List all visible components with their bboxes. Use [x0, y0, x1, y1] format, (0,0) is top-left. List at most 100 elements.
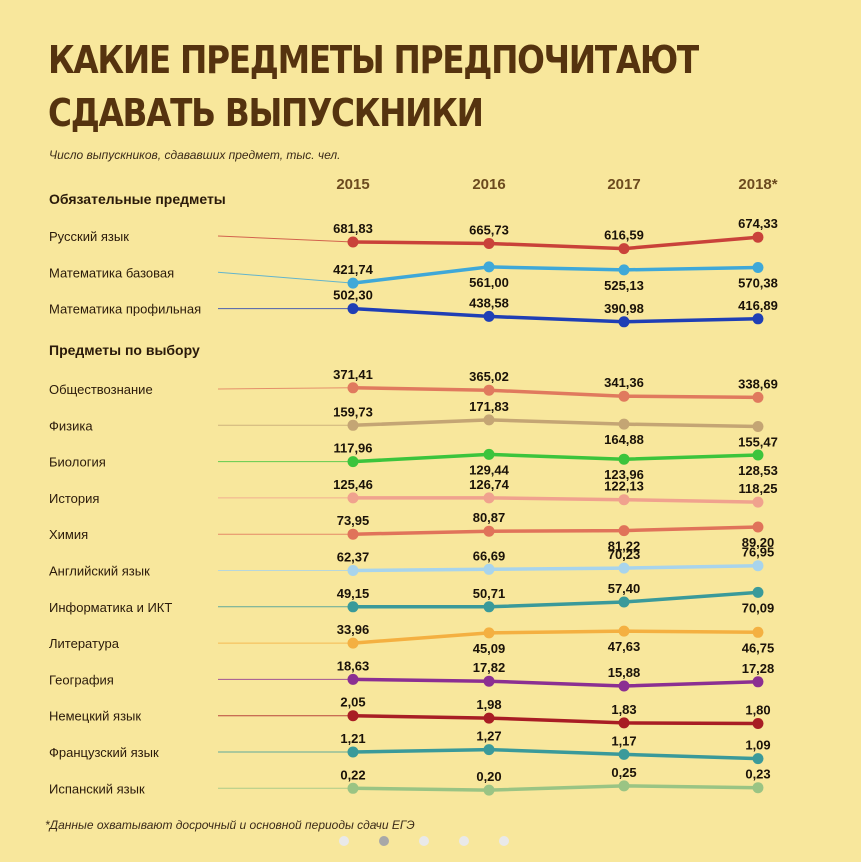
- data-label: 50,71: [473, 586, 506, 601]
- data-label: 122,13: [604, 479, 644, 494]
- data-label: 371,41: [333, 367, 373, 382]
- data-label: 18,63: [337, 658, 370, 673]
- data-label: 0,25: [611, 765, 636, 780]
- data-point: [347, 456, 359, 468]
- series-label: Физика: [49, 418, 93, 433]
- series-label: Математика профильная: [49, 302, 201, 317]
- data-label: 390,98: [604, 301, 644, 316]
- series-line: [351, 235, 760, 251]
- data-point: [347, 382, 359, 394]
- data-label: 129,44: [469, 462, 510, 477]
- data-point: [483, 712, 495, 724]
- data-point: [347, 528, 359, 540]
- data-label: 0,23: [745, 767, 770, 782]
- data-label: 128,53: [738, 463, 778, 478]
- data-label: 159,73: [333, 404, 373, 419]
- series-leader-line: [217, 235, 354, 243]
- data-point: [618, 525, 630, 537]
- data-point: [483, 675, 495, 687]
- series-label: История: [49, 491, 99, 506]
- data-point: [618, 717, 630, 729]
- data-point: [347, 419, 359, 431]
- data-point: [752, 449, 764, 461]
- data-label: 80,87: [473, 510, 506, 525]
- data-point: [483, 448, 495, 460]
- data-label: 1,21: [340, 731, 365, 746]
- data-point: [752, 496, 764, 508]
- data-point: [347, 710, 359, 722]
- data-label: 0,20: [476, 769, 501, 784]
- data-label: 561,00: [469, 275, 509, 290]
- footnote: *Данные охватывают досрочный и основной …: [45, 818, 415, 832]
- chart-title: КАКИЕ ПРЕДМЕТЫ ПРЕДПОЧИТАЮТ СДАВАТЬ ВЫПУ…: [48, 34, 699, 140]
- pager-dot[interactable]: [339, 836, 349, 846]
- data-point: [752, 391, 764, 403]
- data-label: 70,23: [608, 547, 641, 562]
- pager-dot[interactable]: [379, 836, 389, 846]
- data-point: [752, 626, 764, 638]
- x-tick-label: 2017: [607, 176, 640, 193]
- data-point: [752, 586, 764, 598]
- data-point: [483, 261, 495, 273]
- series-line: [351, 386, 760, 400]
- data-label: 118,25: [738, 481, 777, 496]
- data-point: [347, 782, 359, 794]
- data-point: [347, 601, 359, 613]
- series-line: [351, 713, 760, 726]
- data-point: [618, 562, 630, 574]
- data-label: 341,36: [604, 375, 644, 390]
- data-point: [347, 746, 359, 758]
- data-point: [347, 565, 359, 576]
- data-label: 1,27: [476, 729, 501, 744]
- data-point: [347, 236, 359, 248]
- data-label: 421,74: [333, 262, 374, 277]
- data-point: [618, 494, 630, 506]
- data-label: 15,88: [608, 665, 641, 680]
- series-line: [351, 677, 760, 688]
- data-point: [618, 596, 630, 608]
- group-heading: Обязательные предметы: [49, 191, 226, 207]
- data-label: 674,33: [738, 216, 778, 231]
- series-line: [351, 496, 760, 504]
- data-label: 0,22: [340, 767, 365, 782]
- data-label: 76,95: [742, 545, 775, 560]
- series-leader-line: [217, 387, 354, 390]
- data-label: 117,96: [333, 441, 372, 456]
- data-label: 1,09: [745, 738, 770, 753]
- data-label: 570,38: [738, 276, 778, 291]
- pager-dot[interactable]: [419, 836, 429, 846]
- series-leader-line: [217, 271, 354, 284]
- pager-dot[interactable]: [499, 836, 509, 846]
- x-tick-label: 2016: [472, 176, 505, 193]
- series-label: Биология: [49, 455, 106, 470]
- data-label: 1,17: [611, 733, 636, 748]
- data-label: 66,69: [473, 548, 506, 563]
- data-label: 17,28: [742, 661, 775, 676]
- series-line: [351, 784, 760, 792]
- series-label: Испанский язык: [49, 781, 145, 796]
- series-line: [351, 563, 760, 573]
- data-point: [618, 453, 630, 465]
- data-point: [347, 277, 359, 289]
- data-label: 1,83: [611, 702, 636, 717]
- data-point: [347, 673, 359, 685]
- data-label: 126,74: [469, 477, 510, 492]
- data-point: [752, 313, 764, 325]
- data-point: [347, 303, 359, 315]
- data-label: 365,02: [469, 369, 509, 384]
- data-point: [483, 784, 495, 796]
- data-label: 2,05: [340, 695, 365, 710]
- pager-dot[interactable]: [459, 836, 469, 846]
- group-heading: Предметы по выбору: [49, 342, 200, 358]
- data-point: [347, 637, 359, 649]
- data-point: [618, 264, 630, 276]
- series-label: Обществознание: [49, 382, 153, 397]
- series-line: [351, 525, 760, 536]
- data-label: 525,13: [604, 278, 644, 293]
- data-point: [483, 384, 495, 396]
- series-line: [351, 306, 760, 324]
- data-point: [618, 390, 630, 402]
- series-line: [351, 452, 760, 464]
- series-label: Химия: [49, 527, 88, 542]
